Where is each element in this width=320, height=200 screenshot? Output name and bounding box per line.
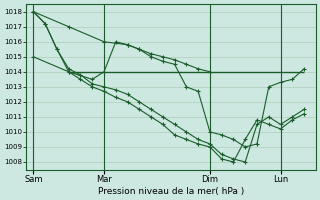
X-axis label: Pression niveau de la mer( hPa ): Pression niveau de la mer( hPa ) (98, 187, 244, 196)
